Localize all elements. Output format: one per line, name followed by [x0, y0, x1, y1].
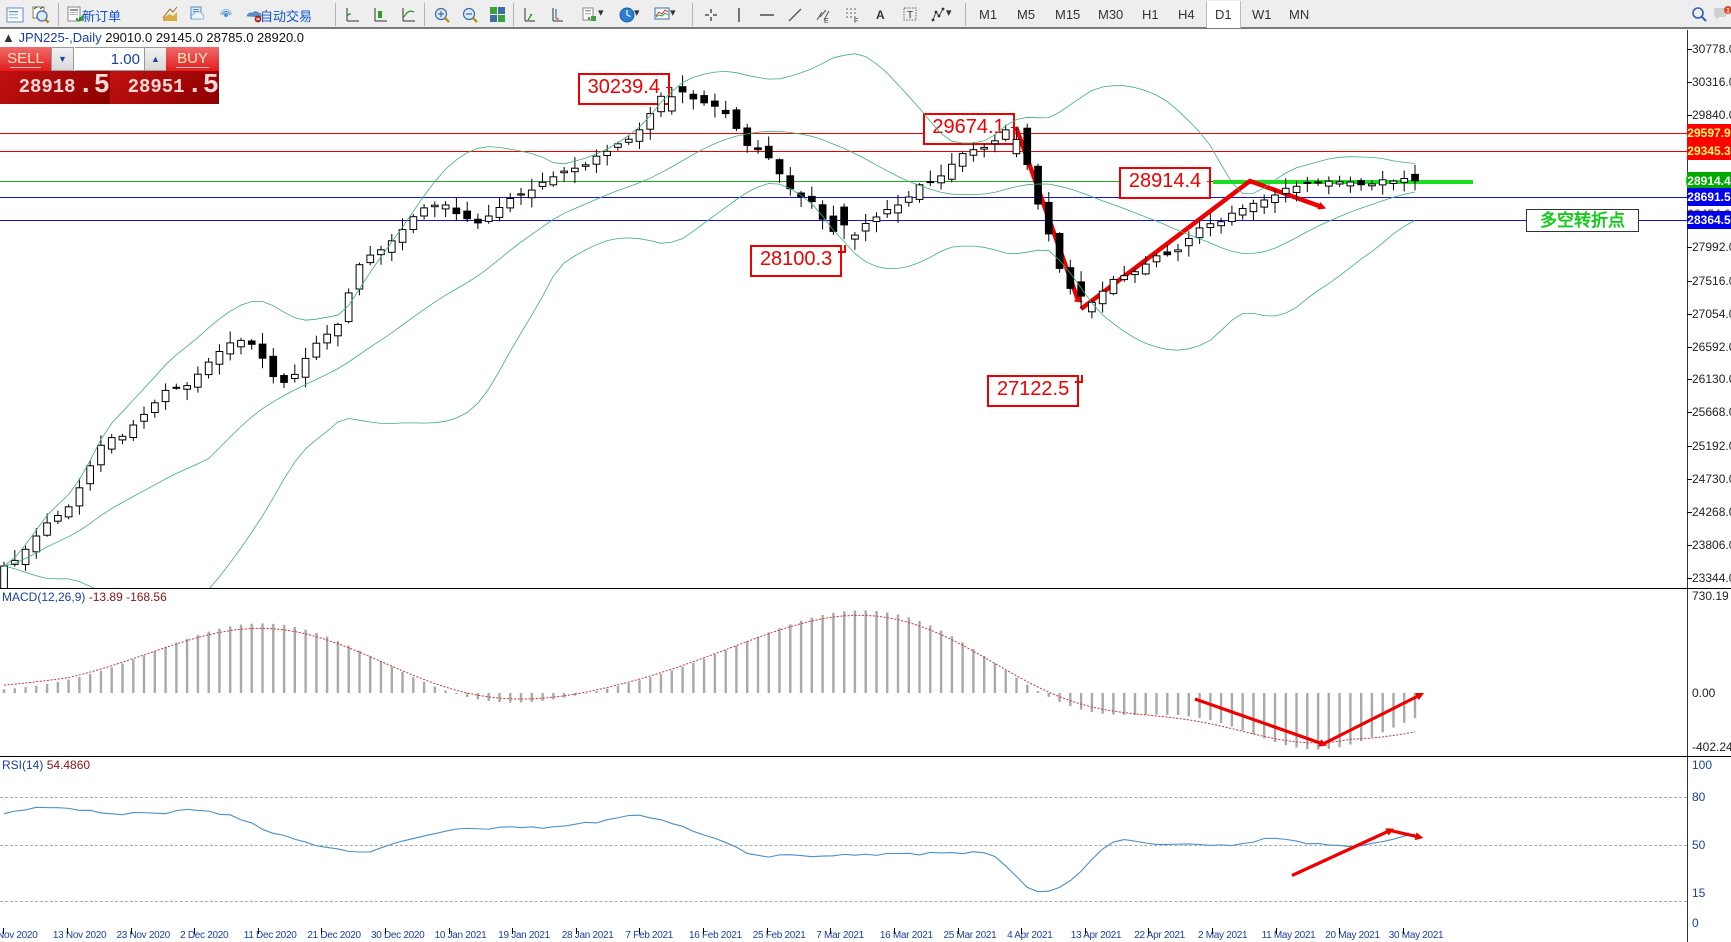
svg-text:E: E	[824, 18, 829, 24]
svg-text:1: 1	[1726, 7, 1730, 14]
svg-text:F: F	[854, 18, 858, 24]
svg-text:A: A	[876, 8, 885, 22]
svg-text:T: T	[907, 10, 913, 21]
